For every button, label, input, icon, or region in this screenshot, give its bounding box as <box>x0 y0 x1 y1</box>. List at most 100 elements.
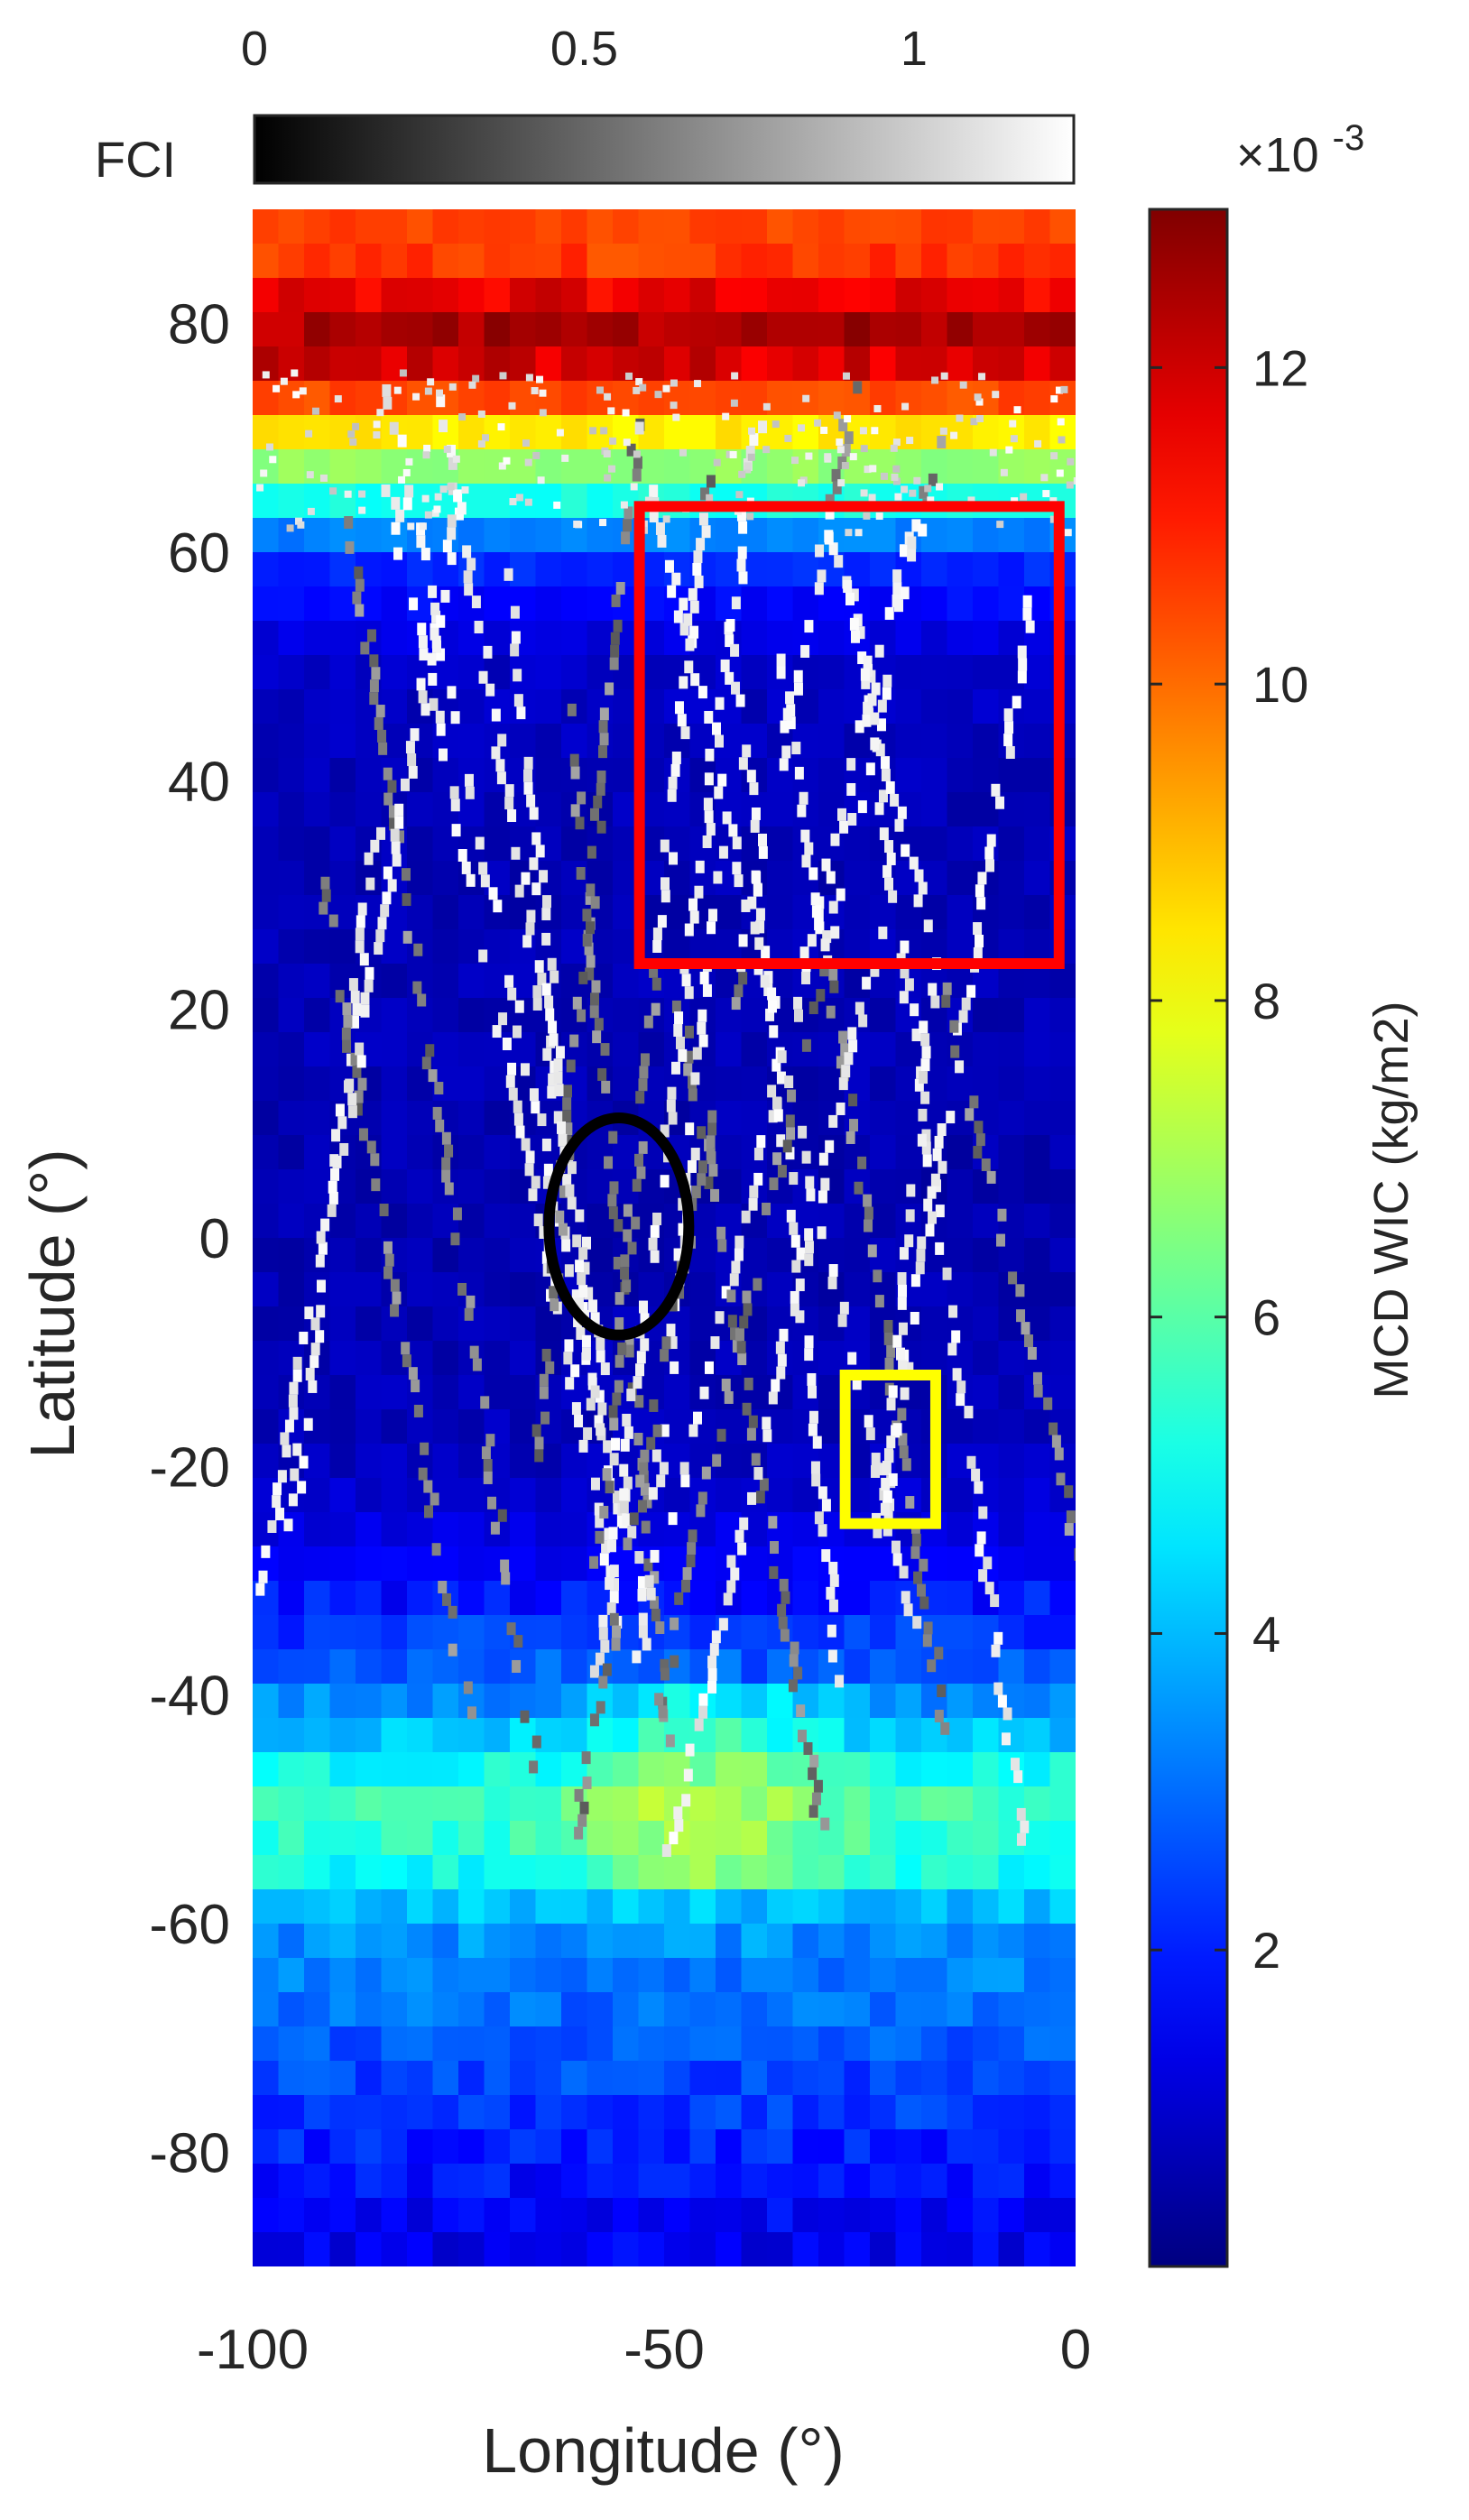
wic-colorbar-tick-label: 10 <box>1252 656 1308 713</box>
heatmap-cell <box>510 1204 537 1239</box>
fci-track-point <box>520 1063 530 1076</box>
heatmap-cell <box>973 586 1000 622</box>
fci-track-point <box>791 457 799 465</box>
fci-track-point <box>825 506 835 520</box>
fci-track-point <box>633 456 642 469</box>
heatmap-cell <box>329 1718 356 1753</box>
heatmap-cell <box>895 381 922 416</box>
heatmap-cell <box>304 1444 331 1479</box>
fci-track-point <box>786 716 796 730</box>
heatmap-cell <box>1024 1855 1051 1890</box>
fci-track-point <box>696 1504 706 1518</box>
heatmap-cell <box>613 312 640 347</box>
fci-track-point <box>408 765 418 779</box>
heatmap-cell <box>741 1066 768 1102</box>
heatmap-cell <box>304 1032 331 1067</box>
heatmap-cell <box>792 2095 819 2130</box>
heatmap-cell <box>535 1546 562 1582</box>
fci-track-point <box>738 934 748 947</box>
fci-track-point <box>793 1009 803 1022</box>
heatmap-cell <box>278 312 305 347</box>
heatmap-cell <box>638 278 665 313</box>
fci-track-point <box>896 1347 906 1361</box>
heatmap-cell <box>947 1238 974 1273</box>
fci-track-point <box>644 496 652 504</box>
heatmap-cell <box>792 278 819 313</box>
fci-track-point <box>684 660 694 674</box>
heatmap-cell <box>998 2198 1025 2233</box>
heatmap-cell <box>818 2164 845 2199</box>
fci-track-point <box>900 586 910 600</box>
heatmap-cell <box>998 2026 1025 2062</box>
fci-track-point <box>328 1180 337 1194</box>
fci-track-point <box>583 1426 593 1440</box>
fci-track-point <box>441 1157 451 1170</box>
heatmap-cell <box>844 1855 871 1890</box>
heatmap-cell <box>844 861 871 896</box>
heatmap-cell <box>278 1889 305 1925</box>
fci-track-point <box>640 1338 650 1352</box>
heatmap-cell <box>253 1684 280 1719</box>
heatmap-cell <box>432 964 459 999</box>
heatmap-cell <box>304 2232 331 2266</box>
fci-track-point <box>658 1705 668 1719</box>
heatmap-cell <box>973 346 1000 382</box>
heatmap-cell <box>381 1855 408 1890</box>
fci-track-point <box>846 758 856 771</box>
heatmap-cell <box>973 2061 1000 2096</box>
fci-track-point <box>952 1368 962 1381</box>
fci-track-point <box>316 1279 326 1293</box>
heatmap-cell <box>895 1855 922 1890</box>
heatmap-cell <box>432 1821 459 1856</box>
fci-track-point <box>882 864 892 878</box>
y-tick-label: 80 <box>168 294 230 356</box>
fci-track-point <box>677 714 687 727</box>
heatmap-cell <box>818 312 845 347</box>
heatmap-cell <box>998 1135 1025 1170</box>
fci-track-point <box>801 1150 811 1164</box>
heatmap-cell <box>792 1855 819 1890</box>
heatmap-cell <box>484 1855 511 1890</box>
fci-track-point <box>541 1138 551 1151</box>
fci-track-point <box>898 1360 908 1373</box>
fci-track-point <box>892 1553 902 1566</box>
heatmap-cell <box>304 2164 331 2199</box>
heatmap-cell <box>716 1169 743 1205</box>
heatmap-cell <box>561 1718 588 1753</box>
heatmap-cell <box>253 998 280 1033</box>
heatmap-cell <box>895 1924 922 1959</box>
fci-track-point <box>633 450 641 458</box>
fci-track-point <box>382 383 392 397</box>
heatmap-cell <box>947 2061 974 2096</box>
fci-track-point <box>718 1618 728 1631</box>
heatmap-cell <box>870 1889 897 1925</box>
fci-track-point <box>886 1344 896 1358</box>
fci-track-point <box>920 1091 930 1104</box>
heatmap-cell <box>895 689 922 725</box>
fci-track-point <box>418 1467 428 1481</box>
fci-track-point <box>466 873 476 887</box>
fci-track-point <box>897 1272 907 1286</box>
fci-track-point <box>859 427 867 435</box>
heatmap-cell <box>998 861 1025 896</box>
heatmap-cell <box>510 2198 537 2233</box>
heatmap-cell <box>1049 1375 1076 1410</box>
fci-track-point <box>768 1516 778 1529</box>
fci-track-point <box>974 393 982 402</box>
fci-track-point <box>394 816 404 829</box>
fci-track-point <box>343 1080 353 1094</box>
fci-track-point <box>900 965 910 979</box>
heatmap-cell <box>484 1718 511 1753</box>
fci-track-point <box>342 1002 352 1016</box>
fci-track-point <box>753 1467 763 1481</box>
fci-track-point <box>698 1034 708 1048</box>
fci-track-point <box>914 869 924 882</box>
heatmap-cell <box>381 689 408 725</box>
fci-track-point <box>290 1468 300 1482</box>
heatmap-cell <box>356 2164 383 2199</box>
fci-track-point <box>919 1596 929 1610</box>
fci-track-point <box>791 1260 801 1273</box>
fci-track-point <box>808 1002 818 1015</box>
fci-track-point <box>973 922 983 936</box>
fci-track-point <box>942 1267 952 1280</box>
